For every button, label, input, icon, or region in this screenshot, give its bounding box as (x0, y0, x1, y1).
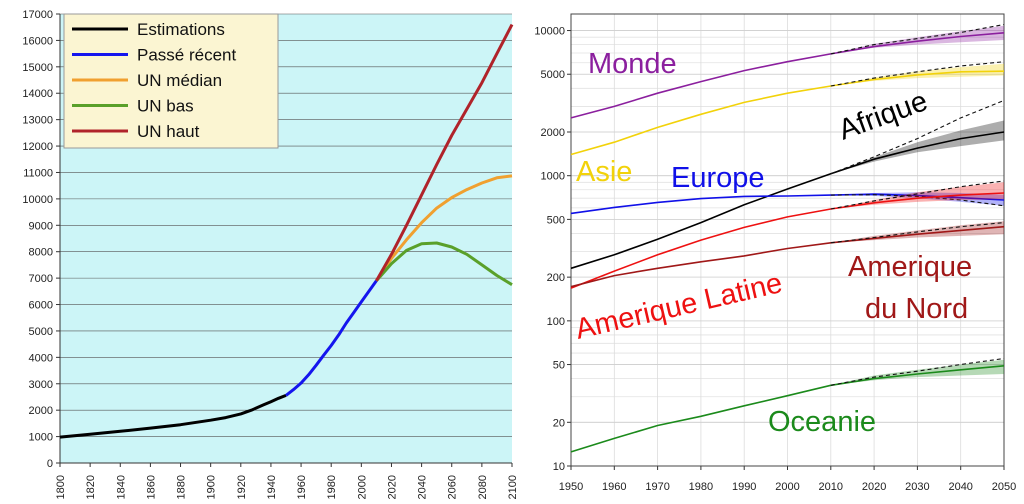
left-x-tick-label: 1960 (296, 475, 308, 499)
left-y-tick-label: 6000 (29, 300, 53, 312)
right-x-tick-label: 1980 (689, 481, 713, 493)
legend-label-estimations: Estimations (137, 20, 225, 39)
right-y-tick-label: 5000 (541, 69, 565, 81)
series-line-un-bas (375, 241, 513, 286)
left-x-tick-label: 2080 (477, 475, 489, 499)
band-afrique (830, 120, 1004, 174)
series-line-asie (570, 70, 1005, 156)
series-line-un-haut (375, 23, 514, 282)
left-y-tick-label: 5000 (29, 326, 53, 338)
left-y-tick-label: 15000 (22, 62, 53, 74)
series-line-monde (570, 32, 1005, 119)
series-line-oceanie (570, 365, 1005, 453)
right-y-tick-label: 100 (547, 316, 565, 328)
left-y-tick-label: 11000 (23, 167, 53, 179)
left-y-tick-label: 9000 (29, 220, 53, 232)
dashed-projection-oceanie (830, 357, 1005, 386)
right-x-tick-label: 2010 (819, 481, 843, 493)
series-line-estimations (59, 394, 287, 439)
series-line-afrique (570, 131, 1005, 270)
right-y-tick-label: 10000 (534, 26, 565, 38)
region-label-amerique-du-nord: Amerique (848, 251, 972, 283)
left-y-tick-label: 1000 (29, 432, 53, 444)
right-y-tick-label: 1000 (541, 171, 565, 183)
left-x-tick-label: 1900 (206, 475, 218, 499)
right-chart: 1950 1960 1970 1980 1990 2000 2010 2020 2030 2040… (534, 13, 1016, 493)
right-y-tick-label: 200 (547, 272, 565, 284)
right-x-tick-label: 2020 (862, 481, 886, 493)
left-x-tick-label: 2020 (386, 475, 398, 499)
left-legend: Estimations Passé récent UN médian UN bas UN… (63, 13, 279, 149)
dashed-projection-europe (830, 194, 1005, 207)
region-label-monde: Monde (588, 48, 677, 80)
right-plot-frame (570, 13, 1005, 467)
left-y-tick-label: 0 (47, 458, 53, 470)
region-label-asie: Asie (576, 156, 632, 188)
right-x-tick-label: 2040 (948, 481, 972, 493)
left-x-tick-label: 2040 (417, 475, 429, 499)
left-x-tick-label: 1860 (145, 475, 157, 499)
legend-label-un-bas: UN bas (137, 97, 194, 116)
left-x-tick-label: 1820 (85, 475, 97, 499)
left-x-tick-label: 2060 (447, 475, 459, 499)
right-y-tick-label: 2000 (541, 127, 565, 139)
left-x-tick-label: 1840 (115, 475, 127, 499)
region-label-europe: Europe (671, 162, 765, 194)
left-x-tick-label: 1880 (176, 475, 188, 499)
left-x-tick-label: 2000 (356, 475, 368, 499)
dashed-projection-afrique (830, 99, 1005, 175)
right-x-tick-label: 2030 (905, 481, 929, 493)
right-y-tick-label: 500 (547, 214, 565, 226)
region-label-oceanie: Oceanie (768, 406, 876, 438)
dashed-projection-amerique-latine (830, 180, 1005, 210)
left-y-tick-label: 16000 (22, 35, 53, 47)
series-line-pass-r-cent (285, 279, 378, 397)
region-label-amerique-du-nord: du Nord (865, 293, 968, 325)
left-y-tick-label: 8000 (29, 247, 53, 259)
right-x-tick-label: 1990 (732, 481, 756, 493)
left-y-tick-label: 10000 (22, 194, 53, 206)
right-y-tick-label: 20 (553, 417, 565, 429)
legend-label-un-haut: UN haut (137, 122, 200, 141)
left-y-tick-label: 4000 (29, 352, 53, 364)
left-y-tick-label: 3000 (29, 379, 53, 391)
left-x-tick-label: 2100 (507, 475, 519, 499)
right-x-tick-label: 1960 (602, 481, 626, 493)
left-x-tick-label: 1940 (266, 475, 278, 499)
legend-label-pass-r-cent: Passé récent (137, 46, 236, 65)
right-x-tick-label: 1950 (559, 481, 583, 493)
right-x-tick-label: 2050 (992, 481, 1016, 493)
series-line-amerique-du-nord (570, 225, 1005, 288)
left-x-tick-label: 1980 (326, 475, 338, 499)
right-y-tick-label: 50 (553, 360, 565, 372)
left-y-tick-label: 17000 (22, 9, 53, 21)
series-line-amerique-latine (570, 192, 1005, 289)
dashed-projection-asie (830, 61, 1005, 87)
right-x-tick-label: 1970 (645, 481, 669, 493)
left-x-tick-label: 1800 (55, 475, 67, 499)
left-y-tick-label: 13000 (22, 115, 53, 127)
left-x-tick-label: 1920 (236, 475, 248, 499)
right-x-tick-label: 2000 (775, 481, 799, 493)
series-line-europe (570, 193, 1005, 215)
left-chart: 0 1000 2000 3000 4000 5000 6000 7000 8000 9000 100… (22, 9, 519, 499)
left-y-tick-label: 12000 (22, 141, 53, 153)
dashed-projection-amerique-du-nord (830, 222, 1005, 244)
legend-label-un-m-dian: UN médian (137, 71, 222, 90)
right-y-tick-label: 10 (553, 461, 565, 473)
dashed-projection-monde (830, 23, 1005, 55)
left-y-tick-label: 7000 (29, 273, 53, 285)
series-line-un-m-dian (375, 174, 513, 282)
left-y-tick-label: 14000 (22, 88, 53, 100)
left-y-tick-label: 2000 (29, 405, 53, 417)
